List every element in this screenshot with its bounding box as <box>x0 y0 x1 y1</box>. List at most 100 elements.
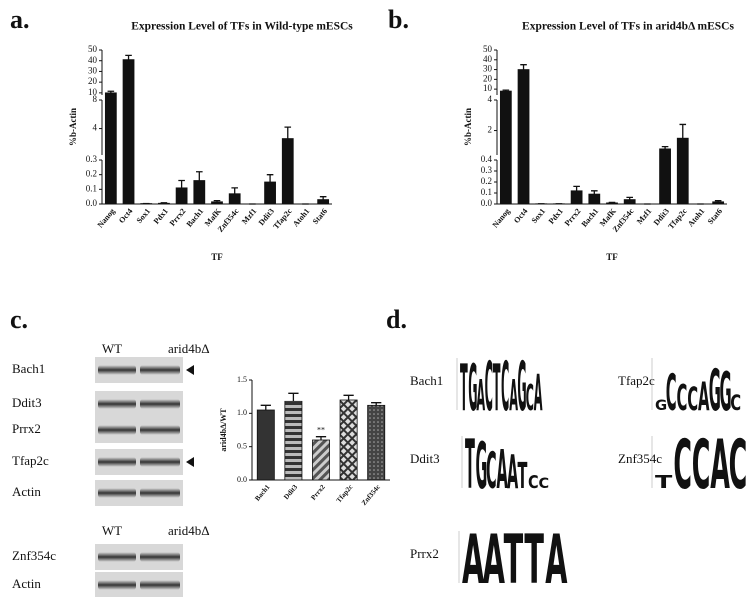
logo-letter: G <box>720 361 732 424</box>
logo-letter: C <box>666 364 677 422</box>
blot-column-label: WT <box>102 341 122 356</box>
bar <box>175 187 188 205</box>
panel-label: c. <box>10 305 28 334</box>
chart-title: Expression Level of TFs in arid4bΔ mESCs <box>522 21 734 33</box>
error-bar <box>502 89 510 92</box>
y-tick-label: 8 <box>93 94 98 104</box>
x-tick-label: Prrx2 <box>563 207 583 228</box>
x-tick-label: Atoh1 <box>291 207 311 229</box>
logo-letter: T <box>518 457 528 498</box>
x-tick-label: Nanog <box>96 207 117 230</box>
error-bar <box>626 196 633 200</box>
motif-name: Ddit3 <box>410 451 440 466</box>
blot-column-label: arid4bΔ <box>168 341 210 356</box>
x-tick-label: Stat6 <box>311 207 329 226</box>
logo-letter: T <box>655 472 672 492</box>
logo-letter: A <box>483 520 506 597</box>
logo-letter: C <box>501 347 509 427</box>
blot-band <box>98 399 136 409</box>
logo-letter: A <box>534 363 543 422</box>
logo-letter: C <box>673 426 692 506</box>
error-bar <box>266 174 274 182</box>
y-axis-label: %b-Actin <box>68 108 78 146</box>
x-tick-label: Pdx1 <box>152 207 170 226</box>
x-axis-label: TF <box>211 252 223 262</box>
blot-column-label: arid4bΔ <box>168 523 210 538</box>
logo-letter: T <box>524 520 544 597</box>
bar <box>499 90 512 205</box>
x-tick-label: Mzf1 <box>635 207 653 226</box>
bar <box>517 69 530 205</box>
logo-letter: A <box>698 374 709 420</box>
x-tick-label: Prrx2 <box>309 483 327 502</box>
motif-name: Znf354c <box>618 451 662 466</box>
motif-name: Tfap2c <box>618 373 655 388</box>
blot-band <box>98 488 136 498</box>
logo-letter: C <box>528 471 539 492</box>
x-tick-label: Stat6 <box>706 207 724 226</box>
logo-letter: A <box>462 520 485 597</box>
bar <box>339 399 358 481</box>
blot-row-label: Actin <box>12 484 41 499</box>
bar <box>317 199 330 205</box>
y-tick-label: 4 <box>488 94 493 104</box>
logo-letter: C <box>539 476 550 492</box>
y-tick-label: 4 <box>93 123 98 133</box>
y-tick-label: 1.0 <box>237 408 247 417</box>
blot-band <box>140 365 180 375</box>
y-tick-label: 0.0 <box>237 475 247 484</box>
error-bar <box>714 200 722 202</box>
blot-band <box>140 457 180 467</box>
y-tick-label: 10 <box>88 87 98 97</box>
bar <box>193 180 206 205</box>
logo-letter: G <box>709 357 721 424</box>
y-tick-label: 0.3 <box>481 165 493 175</box>
logo-letter: C <box>677 379 688 420</box>
logo-letter: C <box>729 426 748 506</box>
y-axis-label: arid4bΔ/WT <box>219 408 228 452</box>
motif-name: Bach1 <box>410 373 443 388</box>
error-bar <box>178 179 185 188</box>
x-tick-label: Ddit3 <box>282 483 299 501</box>
blot-band <box>98 425 136 435</box>
logo-letter: A <box>497 439 508 502</box>
logo-letter: G <box>655 397 667 414</box>
logo-letter: C <box>692 426 711 506</box>
x-tick-label: Oct4 <box>117 207 134 225</box>
logo-letter: C <box>485 347 493 427</box>
y-tick-label: 20 <box>483 73 493 83</box>
bar <box>228 193 241 205</box>
blot-band <box>140 425 180 435</box>
x-tick-label: Oct4 <box>512 207 529 225</box>
bar <box>606 202 618 205</box>
y-tick-label: 0.1 <box>481 187 492 197</box>
logo-letter: G <box>476 430 488 505</box>
y-tick-label: 0.0 <box>86 198 98 208</box>
x-tick-label: Nanog <box>491 207 512 230</box>
blot-band <box>98 580 136 590</box>
logo-letter: T <box>460 350 468 425</box>
y-tick-label: 10 <box>483 83 493 93</box>
blot-row-label: Tfap2c <box>12 453 49 468</box>
y-tick-label: 0.1 <box>86 183 97 193</box>
blot-band <box>140 488 180 498</box>
x-tick-label: Tfap2c <box>335 483 355 504</box>
panel-label: d. <box>386 305 407 334</box>
bar <box>623 199 636 205</box>
blot-row-label: Prrx2 <box>12 421 41 436</box>
logo-letter: A <box>545 520 568 597</box>
y-tick-label: 0.5 <box>237 441 247 450</box>
y-axis-label: %b-Actin <box>463 108 473 146</box>
error-bar <box>284 126 292 139</box>
logo-letter: A <box>507 446 518 500</box>
bar <box>256 409 275 481</box>
panel-label: a. <box>10 5 30 34</box>
y-tick-label: 0.2 <box>481 176 492 186</box>
logo-letter: C <box>687 380 698 417</box>
logo-letter: C <box>526 378 534 420</box>
error-bar <box>661 145 669 149</box>
blot-row-label: Ddit3 <box>12 395 42 410</box>
blot-row-label: Bach1 <box>12 361 45 376</box>
motif-name: Prrx2 <box>410 546 439 561</box>
